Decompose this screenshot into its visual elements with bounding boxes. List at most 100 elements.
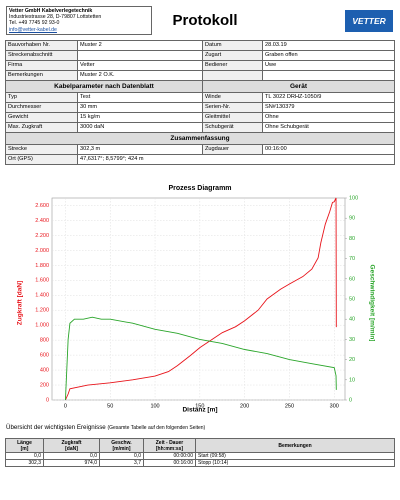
- cell: 0,0: [99, 452, 144, 460]
- cell: Test: [77, 92, 203, 103]
- cell: 30 mm: [77, 102, 203, 113]
- cell: Ohne: [262, 112, 395, 123]
- x-tick-label: 300: [330, 403, 339, 409]
- x-tick-label: 250: [285, 403, 294, 409]
- header-text: Geschw.: [111, 439, 132, 446]
- header-text: Zeit - Dauer: [155, 439, 184, 446]
- row: Bemerkungen Muster 2 O.K.: [5, 70, 395, 81]
- header-text: Bemerkungen: [278, 442, 312, 449]
- y-tick-label: 0: [46, 397, 49, 403]
- cell: SN#130379: [262, 102, 395, 113]
- cell: TL 3022 DRHZ-1050/9: [262, 92, 395, 103]
- email: info@vetter-kabel.de: [9, 26, 57, 33]
- row: Streckenabschnitt Zugart Graben offen: [5, 50, 395, 61]
- cell: Ort (GPS): [5, 154, 78, 165]
- chart: Prozess Diagramm Distanz [m] Zugkraft [d…: [17, 185, 376, 414]
- events-table: Länge [m] Zugkraft [daN] Geschw. [m/min] Zeit …: [5, 438, 395, 467]
- cell: 3,7: [99, 459, 144, 467]
- row: Strecke 302,3 m Zugdauer 00:16:00: [5, 144, 395, 155]
- row: 302,3 974,0 3,7 00:16:00 Stopp (10:14): [5, 459, 395, 467]
- events-note: (Gesamte Tabelle auf den folgenden Seite…: [107, 425, 206, 431]
- section-heading: Gerät: [202, 80, 395, 93]
- section-heading: Kabelparameter nach Datenblatt: [5, 80, 203, 93]
- cell: Bauvorhaben Nr.: [5, 40, 78, 51]
- header-text: Zugkraft: [61, 439, 82, 446]
- y-tick-label: 600: [40, 353, 49, 359]
- cell: Start (09:58): [195, 452, 395, 460]
- cell: 3000 daN: [77, 122, 203, 133]
- company-box: Vetter GmbH Kabelverlegetechnik Industri…: [6, 6, 152, 35]
- y-axis-label: Zugkraft [daN]: [17, 281, 24, 325]
- y2-tick-label: 60: [349, 276, 355, 282]
- header-text: [daN]: [65, 445, 78, 452]
- x-tick-label: 50: [107, 403, 113, 409]
- address: Industriestrasse 28, D-79807 Lottstetten: [9, 14, 102, 21]
- cell: Muster 2 O.K.: [77, 70, 203, 81]
- y-tick-label: 1.200: [35, 308, 49, 314]
- cell: Max. Zugkraft: [5, 122, 78, 133]
- row: 0,0 0,0 0,0 00:00:00 Start (09:58): [5, 452, 395, 460]
- y-tick-label: 2.400: [35, 218, 49, 224]
- cell: Typ: [5, 92, 78, 103]
- cell: 0,0: [5, 452, 44, 460]
- y-tick-label: 2.600: [35, 203, 49, 209]
- row: Firma Vetter Bediener Uwe: [5, 60, 395, 71]
- column-header: Geschw. [m/min]: [99, 438, 144, 453]
- series-line: [65, 197, 337, 401]
- cell: 302,3: [5, 459, 44, 467]
- column-header: Zeit - Dauer [hh:mm:ss]: [143, 438, 196, 453]
- y-tick-label: 2.200: [35, 233, 49, 239]
- cell: 00:16:00: [262, 144, 395, 155]
- cell: 00:16:00: [143, 459, 196, 467]
- plot-frame: [51, 197, 346, 401]
- cell: Ohne Schubgerät: [262, 122, 395, 133]
- cell: 47,6317°; 8,5799°; 424 m: [77, 154, 395, 165]
- cell: Uwe: [262, 60, 395, 71]
- y-tick-label: 1.600: [35, 278, 49, 284]
- cell: 00:00:00: [143, 452, 196, 460]
- cell: Schubgerät: [202, 122, 263, 133]
- column-header: Bemerkungen: [195, 438, 395, 453]
- phone: Tel. +49 7745 92 93-0: [9, 20, 60, 27]
- column-header: Länge [m]: [5, 438, 44, 453]
- cell: 28.03.19: [262, 40, 395, 51]
- y-tick-label: 1.800: [35, 263, 49, 269]
- y2-tick-label: 40: [349, 317, 355, 323]
- doc-title: Protokoll: [172, 12, 238, 29]
- header-text: Länge: [17, 439, 32, 446]
- y2-tick-label: 20: [349, 357, 355, 363]
- cell: Zugart: [202, 50, 263, 61]
- events-heading: Übersicht der wichtigsten Ereignisse (Ge…: [6, 424, 205, 431]
- cell: Durchmesser: [5, 102, 78, 113]
- column-header: Zugkraft [daN]: [43, 438, 100, 453]
- cell: 302,3 m: [77, 144, 203, 155]
- cell: [262, 70, 395, 81]
- y-tick-label: 1.000: [35, 323, 49, 329]
- section-row: Zusammenfassung: [5, 132, 395, 145]
- y2-axis-label: Geschwindigkeit [m/min]: [368, 265, 375, 342]
- x-tick-label: 100: [150, 403, 159, 409]
- cell: [77, 50, 203, 61]
- cell: [202, 70, 263, 81]
- y2-tick-label: 80: [349, 236, 355, 242]
- y-tick-label: 200: [40, 382, 49, 388]
- x-tick-label: 200: [240, 403, 249, 409]
- cell: Firma: [5, 60, 78, 71]
- row: Durchmesser 30 mm Serien-Nr. SN#130379: [5, 102, 395, 113]
- y2-tick-label: 90: [349, 216, 355, 222]
- cell: 15 kg/m: [77, 112, 203, 123]
- y2-tick-label: 0: [349, 397, 352, 403]
- info-table: Bauvorhaben Nr. Muster 2 Datum 28.03.19 Stre…: [5, 40, 395, 165]
- y-tick-label: 800: [40, 338, 49, 344]
- x-tick-label: 150: [195, 403, 204, 409]
- y2-tick-label: 70: [349, 256, 355, 262]
- y-tick-label: 400: [40, 368, 49, 374]
- company-name: Vetter GmbH Kabelverlegetechnik: [9, 8, 93, 14]
- cell: Bediener: [202, 60, 263, 71]
- cell: 974,0: [43, 459, 100, 467]
- cell: Datum: [202, 40, 263, 51]
- x-tick-label: 0: [64, 403, 67, 409]
- cell: 0,0: [43, 452, 100, 460]
- cell: Bemerkungen: [5, 70, 78, 81]
- cell: Vetter: [77, 60, 203, 71]
